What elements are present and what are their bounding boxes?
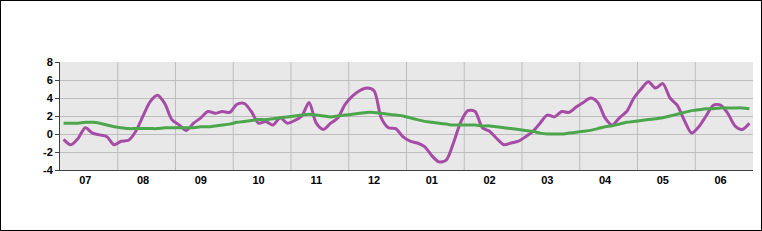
svg-text:-2: -2	[43, 146, 53, 158]
svg-text:09: 09	[195, 174, 207, 186]
svg-text:02: 02	[483, 174, 495, 186]
svg-text:01: 01	[426, 174, 438, 186]
svg-text:12: 12	[368, 174, 380, 186]
svg-text:-4: -4	[43, 164, 54, 176]
svg-text:6: 6	[47, 74, 53, 86]
svg-text:2: 2	[47, 110, 53, 122]
svg-text:08: 08	[137, 174, 149, 186]
svg-text:07: 07	[79, 174, 91, 186]
svg-text:4: 4	[47, 92, 54, 104]
svg-text:8: 8	[47, 56, 53, 68]
svg-text:04: 04	[599, 174, 612, 186]
svg-text:05: 05	[657, 174, 669, 186]
svg-text:03: 03	[541, 174, 553, 186]
svg-text:10: 10	[252, 174, 264, 186]
svg-text:11: 11	[310, 174, 322, 186]
svg-text:06: 06	[714, 174, 726, 186]
svg-text:0: 0	[47, 128, 53, 140]
